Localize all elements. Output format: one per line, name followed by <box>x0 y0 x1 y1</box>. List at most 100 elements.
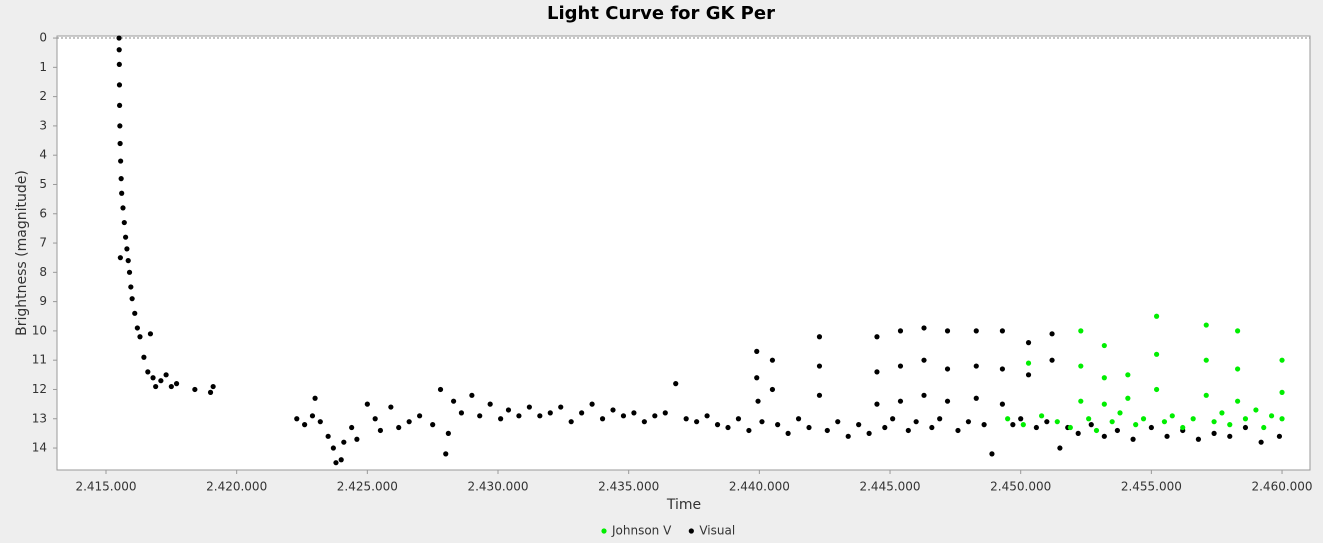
data-point <box>158 378 164 384</box>
data-point <box>147 331 154 337</box>
data-point <box>168 383 174 390</box>
data-point <box>1033 424 1039 431</box>
data-point <box>1253 407 1259 413</box>
data-point <box>755 398 761 404</box>
data-point <box>443 451 449 457</box>
data-point <box>1203 357 1209 363</box>
data-point <box>1235 328 1241 334</box>
y-tick-label: 3 <box>39 118 47 132</box>
data-point <box>125 258 131 264</box>
data-point <box>364 401 370 407</box>
data-point <box>1211 430 1217 436</box>
legend-label: Visual <box>699 524 735 538</box>
data-point <box>1235 366 1241 372</box>
data-point <box>1203 322 1209 328</box>
data-point <box>965 419 972 425</box>
data-point <box>1133 422 1139 428</box>
data-point <box>117 123 123 129</box>
x-tick-label: 2.445.000 <box>859 480 920 494</box>
data-point <box>129 296 135 302</box>
data-point <box>1211 419 1217 425</box>
data-point <box>874 401 880 407</box>
y-tick-label: 6 <box>39 206 47 220</box>
data-point <box>1219 410 1225 416</box>
data-point <box>1078 363 1084 369</box>
data-point <box>835 419 841 425</box>
data-point <box>150 375 156 381</box>
data-point <box>662 410 668 416</box>
data-point <box>754 375 760 381</box>
x-tick-label: 2.460.000 <box>1251 480 1312 494</box>
data-point <box>338 457 344 463</box>
data-point <box>1279 357 1285 363</box>
data-point <box>207 389 214 395</box>
data-point <box>806 424 812 431</box>
data-point <box>999 366 1006 372</box>
data-point <box>1114 427 1120 434</box>
data-point <box>981 422 987 428</box>
data-point <box>1242 424 1249 431</box>
data-point <box>1044 419 1050 425</box>
data-point <box>1261 424 1267 431</box>
data-point <box>1020 422 1026 428</box>
data-point <box>333 460 339 466</box>
data-point <box>882 424 888 431</box>
data-point <box>1018 416 1024 422</box>
data-point <box>372 416 378 422</box>
data-point <box>505 407 512 413</box>
data-point <box>1125 372 1131 378</box>
data-point <box>1148 424 1154 431</box>
legend-label: Johnson V <box>611 524 672 538</box>
plot-area <box>56 35 1311 471</box>
y-tick-label: 2 <box>39 89 47 103</box>
data-point <box>445 430 451 436</box>
data-point <box>816 334 823 340</box>
data-point <box>132 310 138 316</box>
data-point <box>1258 439 1264 445</box>
data-point <box>124 246 130 252</box>
data-point <box>558 404 564 410</box>
data-point <box>317 419 323 425</box>
data-point <box>163 372 169 378</box>
data-point <box>450 398 457 404</box>
data-point <box>1025 360 1032 366</box>
legend-marker <box>601 528 607 534</box>
data-point <box>1078 398 1084 404</box>
data-point <box>610 407 616 413</box>
data-point <box>683 416 689 422</box>
data-point <box>1049 357 1055 363</box>
data-point <box>1140 416 1147 422</box>
x-axis-label: Time <box>666 497 701 513</box>
data-point <box>134 325 140 331</box>
data-point <box>120 205 126 211</box>
data-point <box>652 413 658 419</box>
data-point <box>1153 351 1160 357</box>
data-point <box>897 363 904 369</box>
data-point <box>856 422 862 428</box>
x-tick-label: 2.425.000 <box>337 480 398 494</box>
y-tick-label: 5 <box>39 177 47 191</box>
data-point <box>325 433 331 439</box>
y-tick-label: 7 <box>39 236 47 250</box>
data-point <box>526 404 532 410</box>
data-point <box>816 392 823 398</box>
data-point <box>349 424 355 431</box>
data-point <box>173 381 180 387</box>
data-point <box>123 234 129 240</box>
data-point <box>769 357 776 363</box>
data-point <box>117 255 123 261</box>
data-point <box>874 334 880 340</box>
data-point <box>631 410 637 416</box>
data-point <box>1180 424 1186 431</box>
data-point <box>785 430 791 436</box>
data-point <box>694 419 700 425</box>
y-tick-label: 14 <box>32 441 47 455</box>
data-point <box>396 424 402 431</box>
data-point <box>735 416 742 422</box>
data-point <box>1049 331 1055 337</box>
data-point <box>1054 419 1060 425</box>
data-point <box>294 416 300 422</box>
data-point <box>1088 422 1094 428</box>
data-point <box>1109 419 1115 425</box>
